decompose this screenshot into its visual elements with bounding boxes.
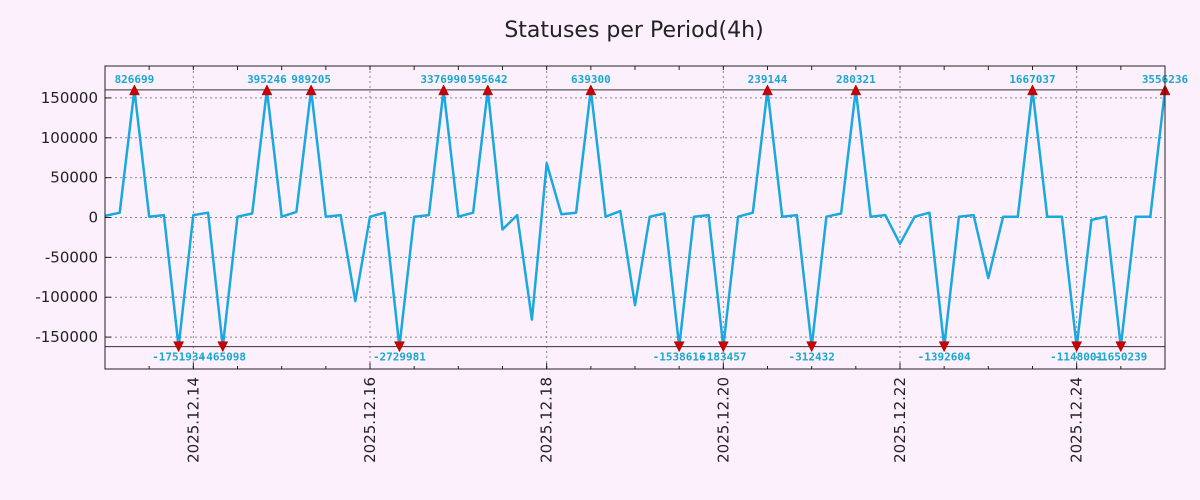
peak-label: -1751934 [152,351,205,364]
peak-labels: 826699 -1751934-465098 395246 989205 -272998… [115,73,1189,364]
clip-marker [850,84,862,96]
peak-label: 595642 [468,73,508,86]
x-tick-label: 2025.12.18 [538,377,556,463]
clip-marker [482,84,494,96]
peak-label: -183457 [700,351,746,364]
peak-label: 1667037 [1009,73,1055,86]
peak-label: -1392604 [918,351,971,364]
y-tick-label: 100000 [41,129,98,147]
series-line [104,88,1167,348]
plot-frame [104,65,1166,370]
y-tick-label: 150000 [41,89,98,107]
peak-label: -465098 [200,351,246,364]
peak-label: -1148001 [1050,351,1103,364]
peak-label: 239144 [748,73,788,86]
x-tick-label: 2025.12.24 [1068,377,1086,463]
clip-marker [938,341,950,353]
clip-marker [217,341,229,353]
clip-marker [261,84,273,96]
clip-marker [1115,341,1127,353]
peak-label: 280321 [836,73,876,86]
peak-label: -1538616 [653,351,706,364]
peak-label: 826699 [115,73,155,86]
x-tick-label: 2025.12.22 [891,377,909,463]
clip-marker [717,341,729,353]
peak-label: -312432 [788,351,834,364]
clip-marker [1027,84,1038,96]
clip-marker [673,341,685,353]
clip-marker [173,341,185,353]
y-tick-label: -100000 [35,288,98,306]
clip-marker [762,84,773,96]
peak-label: 3376990 [420,73,466,86]
series [104,88,1167,348]
peak-label: -1650239 [1094,351,1147,364]
clip-marker [1071,341,1083,353]
y-tick-label: 0 [88,209,98,227]
limit-lines [105,89,1165,348]
clip-marker [129,84,140,96]
x-tick-label: 2025.12.16 [361,377,379,463]
y-axis: 150000 100000 50000 0 -50000 -100000 -150000 [35,89,111,346]
x-axis: 2025.12.14 2025.12.16 2025.12.18 2025.12.20… [104,66,1166,463]
x-tick-label: 2025.12.14 [184,377,202,463]
clip-marker [806,341,818,353]
y-tick-label: -50000 [45,248,98,266]
x-tick-label: 2025.12.20 [714,377,732,463]
peak-label: 395246 [247,73,287,86]
clip-marker [438,84,450,96]
clip-marker [585,84,597,96]
clip-marker [394,341,405,353]
y-tick-label: -150000 [35,328,98,346]
peak-label: -2729981 [373,351,426,364]
peak-label: 639300 [571,73,611,86]
y-tick-label: 50000 [50,169,98,187]
chart-title: Statuses per Period(4h) [504,18,763,43]
clip-marker [305,84,317,96]
peak-label: 989205 [291,73,331,86]
